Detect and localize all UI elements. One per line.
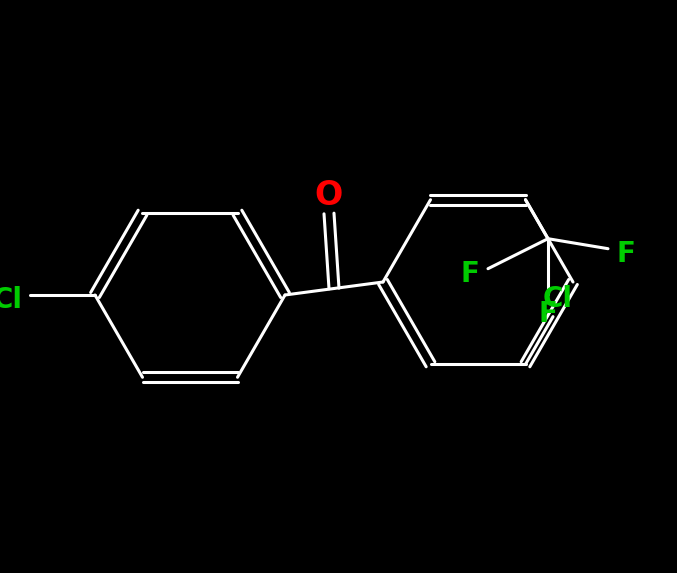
Text: Cl: Cl [543,285,573,313]
Text: F: F [539,300,557,328]
Text: F: F [617,240,636,268]
Text: O: O [315,179,343,212]
Text: Cl: Cl [0,286,23,314]
Text: F: F [460,260,479,288]
